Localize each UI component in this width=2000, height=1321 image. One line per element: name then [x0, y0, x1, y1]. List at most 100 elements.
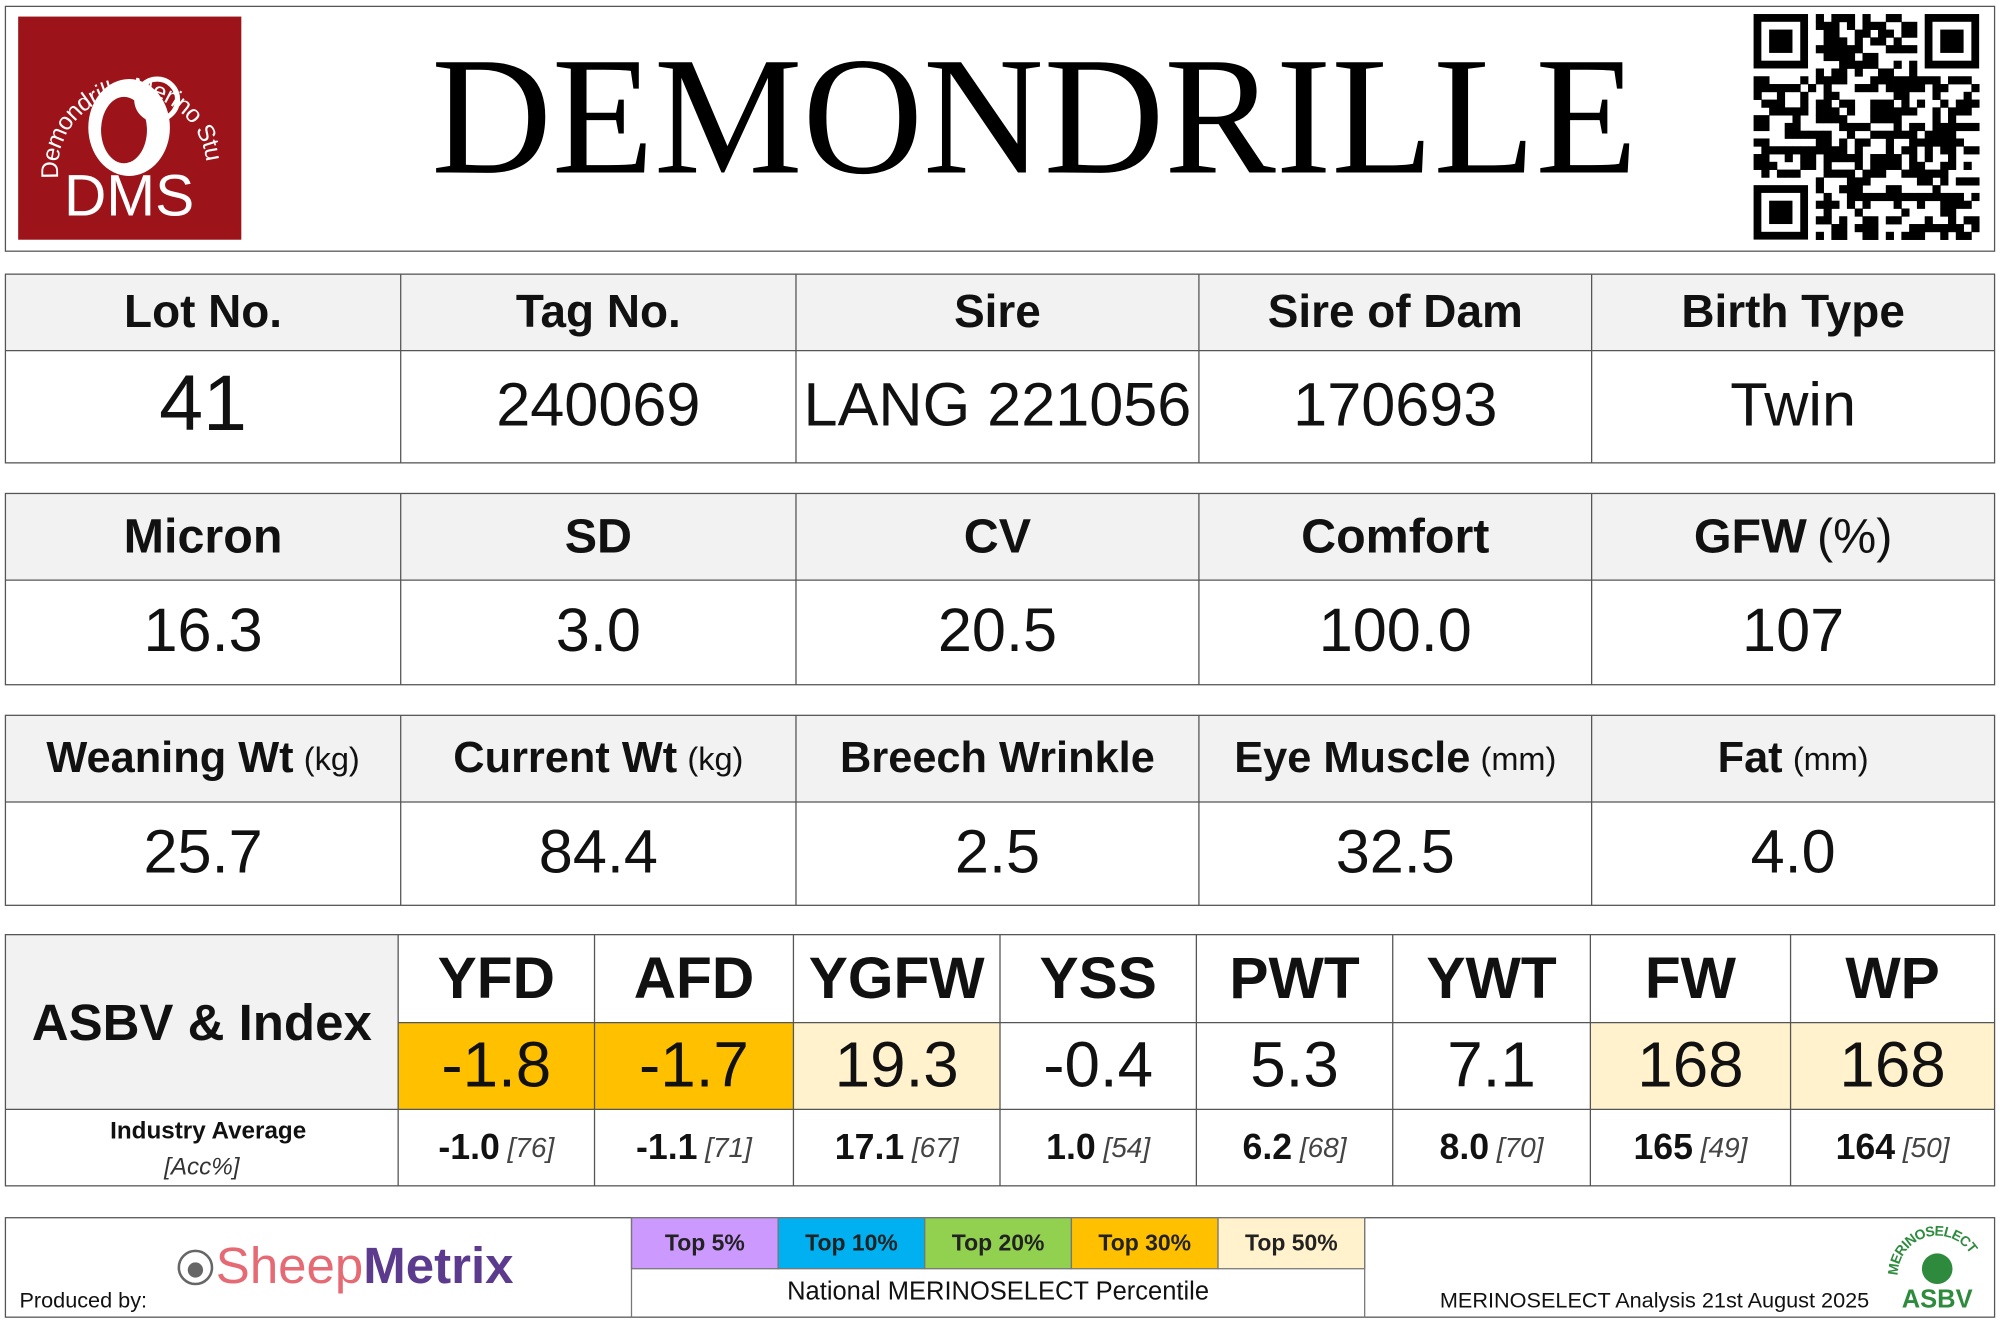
asbv-value: -1.7: [639, 1029, 749, 1101]
industry-average: 165 [49]: [1633, 1128, 1748, 1168]
qr-cell: [1901, 208, 1910, 217]
qr-cell: [1846, 21, 1856, 30]
qr-cell: [1761, 161, 1770, 170]
qr-cell: [1955, 224, 1964, 233]
qr-cell: [1893, 192, 1902, 202]
qr-cell: [1909, 21, 1918, 30]
qr-cell: [1800, 91, 1809, 100]
qr-cell: [1885, 130, 1894, 139]
header-label: Current Wt: [453, 735, 677, 783]
qr-cell: [1784, 107, 1793, 116]
qr-cell: [1940, 224, 1949, 233]
qr-cell: [1761, 122, 1770, 132]
qr-cell: [1815, 130, 1824, 139]
qr-cell: [1823, 192, 1832, 202]
qr-cell: [1932, 115, 1941, 124]
qr-cell: [1909, 169, 1918, 178]
qr-cell: [1839, 76, 1848, 85]
qr-cell: [1932, 224, 1941, 233]
column-header: Current Wt (kg): [453, 735, 743, 783]
qr-cell: [1878, 68, 1887, 77]
qr-cell: [1893, 200, 1902, 209]
qr-cell: [1932, 76, 1941, 85]
produced-by: Produced by:: [19, 1288, 147, 1313]
qr-cell: [1823, 45, 1832, 54]
header-label: GFW: [1694, 509, 1807, 563]
table-border: [4, 492, 1996, 686]
qr-cell: [1753, 91, 1762, 100]
column-header: Birth Type: [1681, 285, 1905, 337]
qr-cell: [1761, 146, 1770, 155]
asbv-value-bg: [793, 1022, 1000, 1110]
qr-cell: [1800, 76, 1809, 85]
header-label: Birth Type: [1681, 285, 1905, 337]
qr-cell: [1846, 130, 1856, 139]
asbv-trait: FW: [1645, 946, 1737, 1011]
qr-cell: [1846, 14, 1856, 23]
qr-cell: [1940, 231, 1949, 240]
qr-cell: [1862, 169, 1871, 178]
qr-cell: [1870, 37, 1879, 46]
header-row-bg: [5, 274, 1995, 351]
qr-cell: [1831, 29, 1840, 38]
qr-cell: [1924, 154, 1933, 163]
qr-cell: [1893, 185, 1902, 194]
qr-cell: [1924, 169, 1933, 178]
header-label: Lot No.: [124, 285, 282, 337]
qr-cell: [1909, 84, 1918, 93]
qr-cell: [1909, 68, 1918, 77]
qr-cell: [1893, 45, 1902, 54]
qr-finder-core: [1769, 29, 1793, 53]
qr-cell: [1815, 177, 1824, 186]
qr-cell: [1901, 91, 1910, 100]
qr-cell: [1955, 200, 1964, 209]
qr-cell: [1893, 107, 1902, 116]
cell-value: 107: [1742, 596, 1844, 664]
qr-cell: [1792, 169, 1801, 178]
qr-cell: [1916, 231, 1926, 240]
qr-cell: [1831, 68, 1840, 77]
qr-cell: [1831, 154, 1840, 163]
industry-average: 6.2 [68]: [1243, 1128, 1348, 1168]
qr-cell: [1846, 192, 1856, 202]
qr-cell: [1823, 21, 1832, 30]
qr-cell: [1831, 21, 1840, 30]
qr-finder: [1924, 14, 1980, 69]
qr-cell: [1932, 91, 1941, 100]
cell-value: 32.5: [1336, 817, 1455, 885]
qr-cell: [1776, 146, 1786, 155]
qr-cell: [1916, 138, 1926, 147]
qr-cell: [1893, 130, 1902, 139]
qr-cell: [1839, 231, 1848, 240]
qr-cell: [1963, 146, 1972, 155]
asbv-value-bg: [1590, 1022, 1791, 1110]
qr-cell: [1909, 122, 1918, 132]
legend-caption: National MERINOSELECT Percentile: [787, 1278, 1209, 1306]
qr-cell: [1948, 76, 1957, 85]
analysis-date: MERINOSELECT Analysis 21st August 2025: [1440, 1288, 1869, 1313]
column-header: Comfort: [1301, 509, 1489, 563]
qr-code: [1753, 14, 1980, 240]
qr-cell: [1932, 192, 1941, 202]
asbv-trait: YWT: [1426, 946, 1556, 1011]
qr-cell: [1878, 29, 1887, 38]
qr-cell: [1846, 177, 1856, 186]
qr-cell: [1831, 200, 1840, 209]
qr-cell: [1800, 130, 1809, 139]
qr-cell: [1823, 154, 1832, 163]
qr-cell: [1846, 60, 1856, 69]
qr-cell: [1955, 138, 1964, 147]
qr-cell: [1893, 122, 1902, 132]
qr-cell: [1815, 138, 1824, 147]
qr-cell: [1870, 84, 1879, 93]
qr-cell: [1823, 84, 1832, 93]
qr-cell: [1893, 154, 1902, 163]
qr-cell: [1916, 99, 1926, 108]
qr-cell: [1893, 14, 1902, 23]
qr-cell: [1971, 224, 1980, 233]
qr-cell: [1839, 122, 1848, 132]
legend-label: Top 30%: [1098, 1230, 1191, 1256]
asbv-value: 168: [1839, 1029, 1945, 1101]
qr-cell: [1870, 154, 1879, 163]
qr-cell: [1940, 84, 1949, 93]
